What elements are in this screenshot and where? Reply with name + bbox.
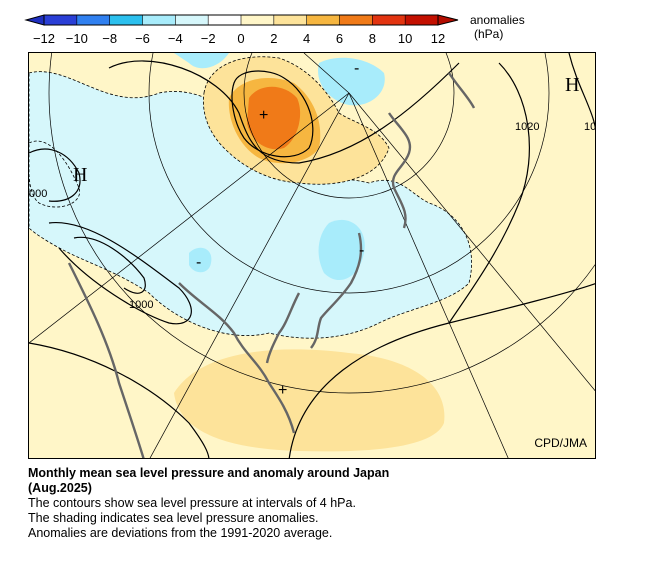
colorbar-swatch <box>109 15 143 25</box>
south-positive-area <box>174 349 445 452</box>
map-labels: H H 1020 10 1000 000 + - - - + <box>29 60 596 399</box>
colorbar-svg: −12 −10 −8 −6 −4 −2 0 2 4 6 8 10 12 anomalies (hPa) <box>24 13 525 46</box>
caption-period: (Aug.2025) <box>28 481 92 495</box>
caption-title: Monthly mean sea level pressure and anom… <box>28 466 390 480</box>
pressure-anomaly-map: H H 1020 10 1000 000 + - - - + CPD/JMA <box>28 52 596 459</box>
colorbar-right-arrow <box>437 14 459 26</box>
colorbar-swatch <box>175 15 209 25</box>
grid-latitude-circle-3 <box>48 53 595 394</box>
anomaly-colorbar: −12 −10 −8 −6 −4 −2 0 2 4 6 8 10 12 anomalies (hPa) <box>0 0 650 52</box>
colorbar-swatch <box>241 15 275 25</box>
northwest-negative-core <box>174 53 229 69</box>
coast-japan <box>310 232 363 349</box>
legend-title: anomalies <box>470 13 525 27</box>
anomaly-sign-positive-north: + <box>259 107 268 124</box>
colorbar-swatch <box>339 15 373 25</box>
colorbar-swatch <box>44 15 78 25</box>
colorbar-swatch <box>76 15 111 25</box>
japan-sea-negative-core <box>318 219 365 281</box>
coast-asia-west <box>67 262 145 458</box>
anomaly-shading <box>29 53 595 458</box>
anomaly-sign-positive-south: + <box>278 382 287 399</box>
colorbar-tick-label: 2 <box>270 31 277 46</box>
coastlines <box>67 72 476 458</box>
colorbar-tick-label: −6 <box>135 31 150 46</box>
projection-grid <box>29 53 595 458</box>
grid-meridian-1 <box>29 92 350 344</box>
isobar-1000 <box>48 222 192 325</box>
high-pressure-label-west: H <box>73 164 87 186</box>
caption-line-3: Anomalies are deviations from the 1991-2… <box>28 526 333 540</box>
north-negative-core <box>318 57 385 106</box>
grid-meridian-2 <box>348 92 595 392</box>
isobar-southwest <box>29 342 210 458</box>
isobar-1000-inner <box>73 236 146 294</box>
colorbar-tick-label: 0 <box>237 31 244 46</box>
isobar-1020 <box>448 62 530 324</box>
colorbar-tick-label: 8 <box>369 31 376 46</box>
figure-caption: Monthly mean sea level pressure and anom… <box>28 466 628 541</box>
high-pressure-label-east: H <box>565 74 579 96</box>
coast-kamchatka <box>448 72 476 109</box>
colorbar-tick-label: 4 <box>303 31 310 46</box>
colorbar-tick-label: −4 <box>168 31 183 46</box>
grid-latitude-circle-1 <box>243 53 455 199</box>
grid-meridian-3 <box>303 53 350 94</box>
colorbar-left-arrow <box>24 14 45 26</box>
grid-meridian-4 <box>149 92 350 458</box>
colorbar-tick-label: 6 <box>336 31 343 46</box>
grid-meridian-5 <box>348 92 509 458</box>
isobar-west <box>29 148 81 202</box>
colorbar-swatch <box>372 15 406 25</box>
coast-china <box>178 282 296 434</box>
colorbar-tick-label: −10 <box>66 31 88 46</box>
colorbar-tick-label: −8 <box>102 31 117 46</box>
coast-sakhalin-region <box>388 112 412 229</box>
isobar-label-west: 000 <box>29 188 47 200</box>
map-svg: H H 1020 10 1000 000 + - - - + <box>29 53 596 458</box>
isobar-south <box>288 283 595 458</box>
colorbar-tick-label: 12 <box>431 31 445 46</box>
coast-korea <box>265 292 301 364</box>
isobars <box>29 53 595 458</box>
colorbar-tick-label: 10 <box>398 31 412 46</box>
anomaly-sign-negative-japan: - <box>359 242 364 259</box>
isobar-label-east: 10 <box>584 121 596 133</box>
isobar-low-center <box>231 70 314 158</box>
colorbar-swatch <box>405 15 439 25</box>
isobar-label-1020: 1020 <box>515 121 539 133</box>
colorbar-swatch <box>306 15 340 25</box>
colorbar-swatch <box>142 15 176 25</box>
central-negative-core <box>189 247 212 273</box>
isobar-label-1000: 1000 <box>129 299 153 311</box>
colorbar-tick-label: −2 <box>201 31 216 46</box>
positive-anomaly-strong <box>247 86 301 150</box>
legend-units: (hPa) <box>474 27 503 41</box>
credit-label: CPD/JMA <box>534 436 587 450</box>
colorbar-tick-labels: −12 −10 −8 −6 −4 −2 0 2 4 6 8 10 12 <box>33 15 445 46</box>
anomaly-sign-negative-central: - <box>196 254 201 271</box>
colorbar-swatch <box>273 15 308 25</box>
isobar-east <box>568 53 595 130</box>
grid-latitude-circle-2 <box>148 53 550 294</box>
anomaly-sign-negative-north: - <box>354 60 359 77</box>
caption-line-2: The shading indicates sea level pressure… <box>28 511 319 525</box>
caption-line-1: The contours show sea level pressure at … <box>28 496 356 510</box>
colorbar-swatch <box>208 15 242 25</box>
colorbar-tick-label: −12 <box>33 31 55 46</box>
